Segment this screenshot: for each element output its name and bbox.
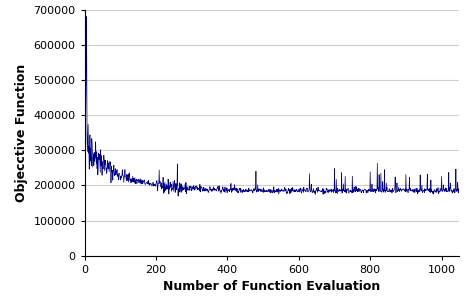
Y-axis label: Objecctive Function: Objecctive Function [15, 64, 28, 202]
X-axis label: Number of Function Evaluation: Number of Function Evaluation [163, 280, 381, 293]
